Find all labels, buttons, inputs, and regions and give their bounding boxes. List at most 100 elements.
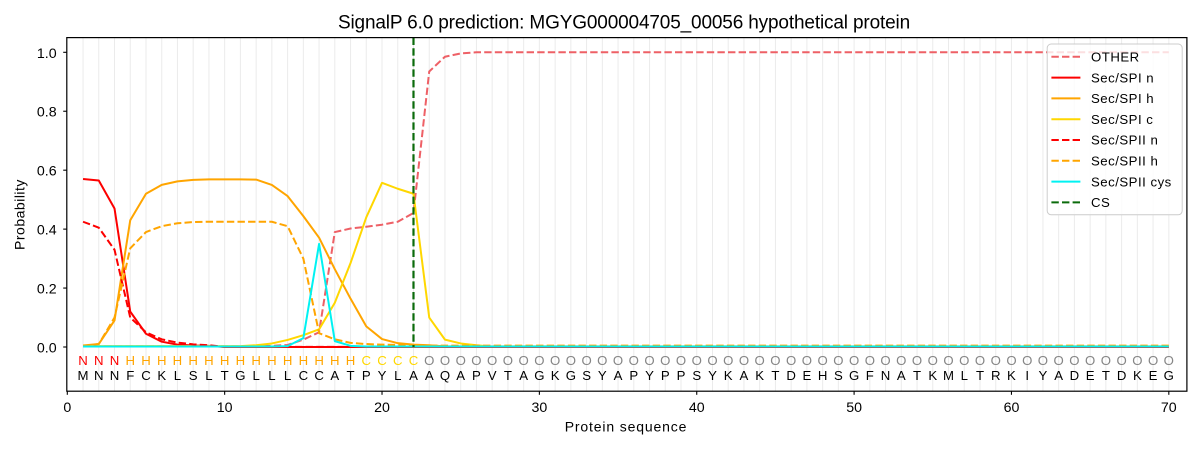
svg-text:H: H: [173, 353, 183, 368]
svg-text:O: O: [519, 353, 529, 368]
svg-text:20: 20: [374, 400, 390, 416]
svg-text:H: H: [346, 353, 356, 368]
svg-text:60: 60: [1004, 400, 1020, 416]
svg-text:H: H: [314, 353, 324, 368]
svg-text:A: A: [425, 368, 434, 383]
svg-text:C: C: [141, 368, 151, 383]
svg-text:H: H: [236, 353, 246, 368]
svg-text:H: H: [283, 353, 293, 368]
svg-text:C: C: [314, 368, 324, 383]
svg-text:0: 0: [63, 400, 71, 416]
svg-text:O: O: [723, 353, 733, 368]
svg-text:K: K: [157, 368, 166, 383]
svg-text:P: P: [677, 368, 686, 383]
svg-text:Sec/SPII h: Sec/SPII h: [1091, 154, 1158, 169]
svg-text:O: O: [1054, 353, 1064, 368]
svg-text:Y: Y: [645, 368, 654, 383]
svg-text:0.6: 0.6: [37, 164, 57, 180]
svg-text:C: C: [393, 353, 403, 368]
svg-text:Sec/SPII n: Sec/SPII n: [1091, 133, 1158, 148]
svg-text:Sec/SPII cys: Sec/SPII cys: [1091, 174, 1172, 189]
svg-text:O: O: [896, 353, 906, 368]
svg-text:Sec/SPI n: Sec/SPI n: [1091, 70, 1154, 85]
svg-text:O: O: [1069, 353, 1079, 368]
svg-text:D: D: [1070, 368, 1080, 383]
svg-text:T: T: [1102, 368, 1110, 383]
svg-text:H: H: [141, 353, 151, 368]
svg-text:O: O: [833, 353, 843, 368]
svg-text:S: S: [582, 368, 591, 383]
svg-text:CS: CS: [1091, 195, 1110, 210]
svg-text:0.8: 0.8: [37, 105, 57, 121]
svg-text:F: F: [126, 368, 134, 383]
svg-text:A: A: [519, 368, 528, 383]
svg-text:O: O: [1038, 353, 1048, 368]
svg-text:Probability: Probability: [12, 179, 28, 250]
svg-text:A: A: [330, 368, 339, 383]
svg-text:O: O: [975, 353, 985, 368]
svg-text:O: O: [613, 353, 623, 368]
svg-text:A: A: [614, 368, 623, 383]
svg-text:C: C: [299, 368, 309, 383]
svg-text:Y: Y: [708, 368, 717, 383]
svg-text:T: T: [347, 368, 355, 383]
svg-text:N: N: [110, 368, 120, 383]
svg-text:L: L: [284, 368, 291, 383]
svg-text:H: H: [299, 353, 309, 368]
svg-text:G: G: [849, 368, 859, 383]
svg-text:H: H: [188, 353, 198, 368]
svg-text:M: M: [78, 368, 89, 383]
svg-text:O: O: [692, 353, 702, 368]
svg-text:A: A: [456, 368, 465, 383]
svg-text:C: C: [377, 353, 387, 368]
svg-text:O: O: [943, 353, 953, 368]
svg-text:0.2: 0.2: [37, 282, 57, 298]
svg-text:O: O: [959, 353, 969, 368]
svg-text:O: O: [1101, 353, 1111, 368]
svg-text:O: O: [503, 353, 513, 368]
svg-text:G: G: [1164, 368, 1174, 383]
svg-text:O: O: [1164, 353, 1174, 368]
svg-text:K: K: [928, 368, 937, 383]
svg-text:SignalP 6.0 prediction: MGYG00: SignalP 6.0 prediction: MGYG000004705_00…: [338, 13, 910, 34]
svg-text:P: P: [661, 368, 670, 383]
svg-text:O: O: [550, 353, 560, 368]
svg-text:40: 40: [689, 400, 705, 416]
svg-text:O: O: [991, 353, 1001, 368]
svg-text:P: P: [362, 368, 371, 383]
svg-text:N: N: [94, 368, 104, 383]
svg-text:O: O: [629, 353, 639, 368]
svg-text:OTHER: OTHER: [1091, 50, 1140, 65]
svg-text:O: O: [534, 353, 544, 368]
svg-text:1.0: 1.0: [37, 46, 57, 62]
svg-text:O: O: [1022, 353, 1032, 368]
svg-text:L: L: [252, 368, 259, 383]
svg-text:E: E: [1149, 368, 1158, 383]
svg-text:N: N: [94, 353, 104, 368]
svg-text:O: O: [1116, 353, 1126, 368]
svg-text:L: L: [174, 368, 181, 383]
svg-text:O: O: [566, 353, 576, 368]
svg-text:L: L: [961, 368, 968, 383]
svg-text:H: H: [220, 353, 230, 368]
svg-text:Sec/SPI h: Sec/SPI h: [1091, 91, 1154, 106]
svg-text:Protein sequence: Protein sequence: [565, 419, 688, 435]
svg-text:M: M: [943, 368, 954, 383]
svg-text:O: O: [487, 353, 497, 368]
svg-text:O: O: [912, 353, 922, 368]
svg-text:N: N: [110, 353, 120, 368]
svg-text:O: O: [817, 353, 827, 368]
svg-text:O: O: [802, 353, 812, 368]
svg-text:Y: Y: [1039, 368, 1048, 383]
svg-text:K: K: [551, 368, 560, 383]
svg-text:T: T: [913, 368, 921, 383]
svg-text:P: P: [472, 368, 481, 383]
svg-text:K: K: [755, 368, 764, 383]
svg-text:H: H: [204, 353, 214, 368]
svg-text:H: H: [330, 353, 340, 368]
svg-text:T: T: [221, 368, 229, 383]
svg-text:O: O: [755, 353, 765, 368]
svg-text:D: D: [786, 368, 796, 383]
svg-text:H: H: [267, 353, 277, 368]
svg-text:O: O: [456, 353, 466, 368]
